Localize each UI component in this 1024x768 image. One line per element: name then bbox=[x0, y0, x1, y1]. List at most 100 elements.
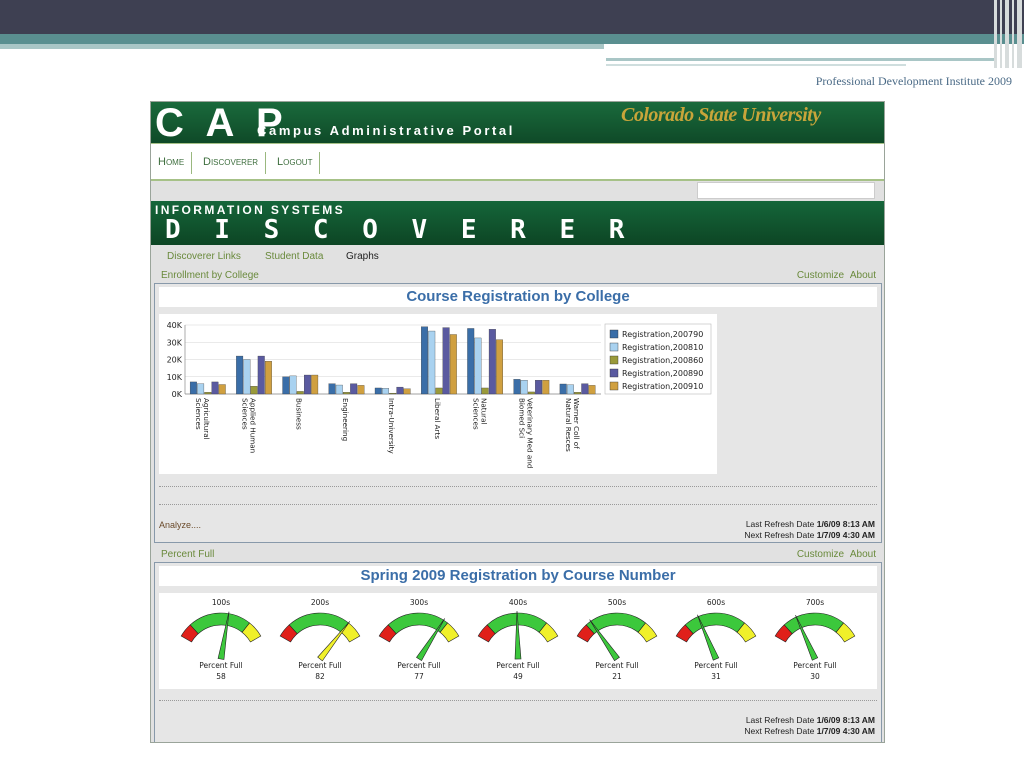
slide-top-bar bbox=[0, 0, 1024, 34]
x-tick-label: AgriculturalSciences bbox=[194, 398, 211, 440]
gauge-label: 200s bbox=[311, 598, 329, 607]
nav-logout[interactable]: Logout bbox=[270, 152, 321, 174]
bar bbox=[289, 375, 297, 395]
y-tick-label: 20K bbox=[167, 356, 183, 365]
gauge-band bbox=[684, 612, 745, 635]
slide-stripe bbox=[0, 44, 604, 49]
section-links-percent-full: Customize About bbox=[797, 549, 876, 560]
x-tick-label-line: Intra-University bbox=[387, 398, 396, 454]
bar bbox=[197, 383, 205, 395]
bar bbox=[296, 391, 304, 395]
gauge-band bbox=[835, 622, 856, 643]
bar bbox=[421, 326, 428, 395]
next-refresh-value: 1/7/09 4:30 AM bbox=[816, 726, 875, 736]
legend-box bbox=[604, 323, 712, 395]
gauge-band bbox=[783, 612, 844, 635]
x-tick-label-group: Warner Coll ofNatural Resces bbox=[564, 398, 581, 452]
gauge-value-label: Percent Full bbox=[496, 661, 539, 670]
bar bbox=[435, 387, 443, 395]
bar bbox=[357, 385, 365, 395]
x-tick-label: Intra-University bbox=[387, 398, 396, 454]
gauge-band bbox=[288, 612, 349, 635]
section-title-enrollment: Enrollment by College bbox=[161, 270, 259, 281]
gauge-band bbox=[538, 622, 559, 643]
banner-main-text: D I S C O V E R E R bbox=[165, 215, 634, 245]
subnav-student-data[interactable]: Student Data bbox=[265, 251, 324, 262]
legend-swatch bbox=[609, 368, 619, 378]
legend-swatch bbox=[609, 342, 619, 352]
gauge-needle bbox=[217, 611, 230, 660]
bar bbox=[350, 383, 358, 395]
gauge-needle bbox=[697, 614, 720, 661]
x-tick-label: Veterinary Med andBiomed Sci bbox=[518, 398, 535, 468]
next-refresh-label: Next Refresh Date bbox=[744, 530, 815, 540]
gauge-label: 400s bbox=[509, 598, 527, 607]
bar bbox=[488, 329, 496, 395]
bar bbox=[513, 379, 521, 395]
x-tick-label-line: Agricultural bbox=[202, 398, 211, 440]
x-tick-label: Applied HumanSciences bbox=[240, 398, 257, 453]
bar bbox=[559, 383, 567, 395]
gauge-chart-title: Spring 2009 Registration by Course Numbe… bbox=[159, 566, 877, 586]
gauge-value: 31 bbox=[711, 672, 721, 681]
bar bbox=[520, 380, 528, 395]
subnav-graphs[interactable]: Graphs bbox=[346, 251, 379, 262]
search-input[interactable] bbox=[697, 182, 875, 199]
portal-title: C A P bbox=[155, 101, 289, 145]
customize-link[interactable]: Customize bbox=[796, 270, 845, 281]
gauge-label: 600s bbox=[707, 598, 725, 607]
gauge-value: 82 bbox=[315, 672, 325, 681]
gauge-chart: 100s Percent Full 58 200s Percent Full 82 300s… bbox=[180, 598, 856, 681]
x-tick-label-line: Natural Resces bbox=[564, 398, 573, 452]
section-title-percent-full: Percent Full bbox=[161, 549, 215, 560]
gauge-needle bbox=[514, 610, 522, 660]
university-logo[interactable]: Colorado State University bbox=[621, 104, 821, 126]
bar bbox=[328, 383, 336, 395]
legend-entry: Registration,200910 bbox=[622, 382, 703, 391]
main-nav: Home Discoverer Logout bbox=[151, 143, 884, 181]
subnav-discoverer-links[interactable]: Discoverer Links bbox=[167, 251, 241, 262]
bar-chart-container: 0K 10K 20K 30K 40K AgriculturalSciences Applie… bbox=[159, 314, 717, 474]
nav-discoverer[interactable]: Discoverer bbox=[196, 152, 267, 174]
bar bbox=[403, 388, 411, 395]
bar bbox=[264, 361, 272, 395]
gauge-value-label: Percent Full bbox=[694, 661, 737, 670]
gauge-needle bbox=[416, 618, 445, 662]
bar bbox=[382, 388, 389, 395]
y-tick-label: 10K bbox=[167, 373, 183, 382]
refresh-info: Last Refresh Date 1/6/09 8:13 AM Next Re… bbox=[744, 519, 875, 541]
x-tick-label-line: Applied Human bbox=[248, 398, 257, 453]
about-link[interactable]: About bbox=[849, 549, 876, 560]
bar bbox=[542, 380, 550, 395]
gauge-needle bbox=[795, 615, 819, 661]
slide-footer-note: Professional Development Institute 2009 bbox=[815, 74, 1012, 88]
customize-link[interactable]: Customize bbox=[796, 549, 845, 560]
gauge-value-label: Percent Full bbox=[199, 661, 242, 670]
x-tick-label: Business bbox=[295, 398, 304, 430]
divider bbox=[159, 700, 877, 701]
bar bbox=[442, 327, 450, 395]
bar bbox=[189, 381, 197, 395]
x-tick-label-group: Intra-University bbox=[387, 398, 396, 454]
enrollment-panel: Course Registration by College 0K 10K 20K 3… bbox=[154, 283, 882, 543]
gauge-label: 100s bbox=[212, 598, 230, 607]
x-tick-label-group: Veterinary Med andBiomed Sci bbox=[518, 398, 535, 468]
x-tick-label: Warner Coll ofNatural Resces bbox=[564, 398, 581, 452]
slide-decor-lines bbox=[992, 0, 1024, 68]
gauge-needle bbox=[317, 621, 351, 662]
x-tick-label-line: Natural bbox=[479, 398, 488, 425]
about-link[interactable]: About bbox=[849, 270, 876, 281]
legend-swatch bbox=[609, 381, 619, 391]
bar bbox=[257, 355, 265, 395]
analyze-link[interactable]: Analyze.... bbox=[159, 520, 202, 530]
bar bbox=[535, 380, 543, 395]
bar bbox=[588, 385, 596, 395]
legend-entry: Registration,200860 bbox=[622, 356, 703, 365]
gauge-band bbox=[189, 612, 250, 635]
bar bbox=[449, 334, 457, 395]
bar bbox=[304, 374, 311, 395]
bar bbox=[343, 392, 350, 395]
x-tick-label-line: Veterinary Med and bbox=[526, 398, 535, 468]
portal-subtitle: Campus Administrative Portal bbox=[257, 123, 515, 138]
nav-home[interactable]: Home bbox=[151, 152, 193, 174]
